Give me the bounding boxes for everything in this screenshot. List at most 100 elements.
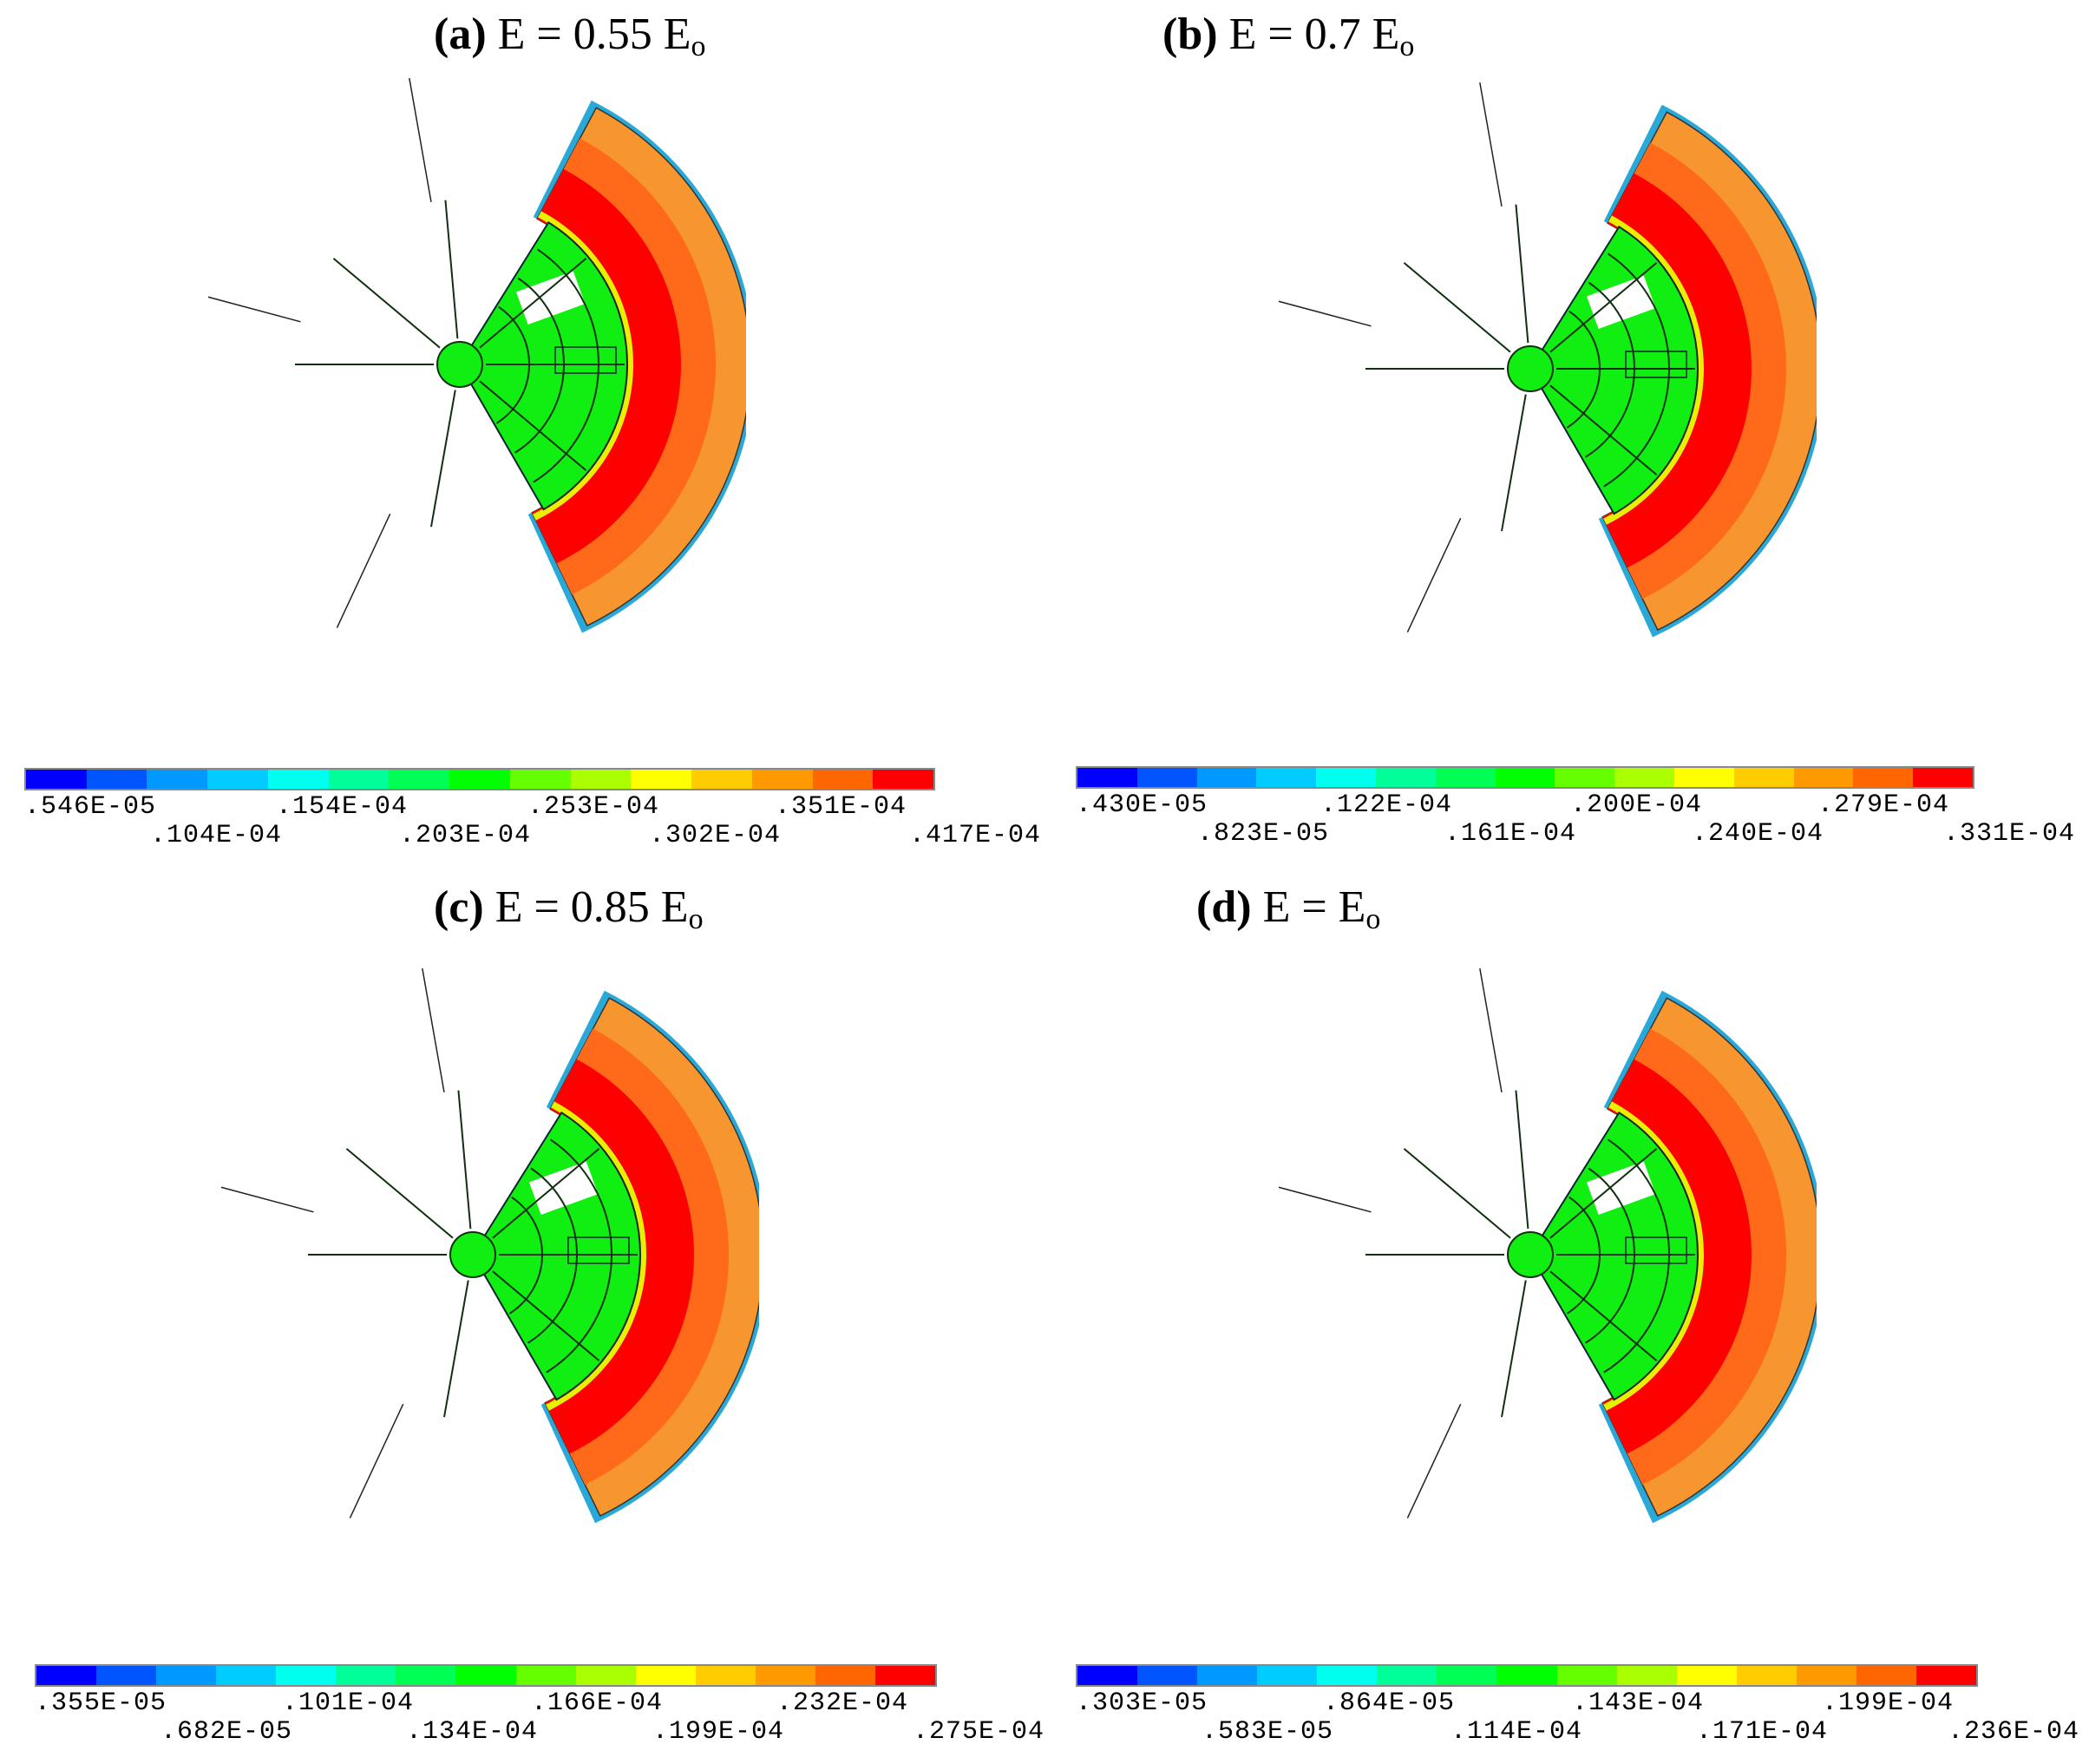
panel-d: (d) E = Eo .303E-05 .864E-05 .143E-04 .1… xyxy=(1044,882,2089,1763)
structure-spoke xyxy=(345,1148,454,1239)
colorbar-labels-c: .355E-05 .101E-04 .166E-04 .232E-04 .682… xyxy=(35,1689,1045,1749)
colorbar-segment xyxy=(147,770,208,789)
colorbar-segment xyxy=(515,1666,576,1685)
ring-divider xyxy=(349,1403,404,1518)
colorbar-segment xyxy=(1196,768,1257,787)
structure-spoke xyxy=(1549,262,1658,353)
colorbar-tick-label: .200E-04 xyxy=(1570,790,1703,820)
colorbar-segment xyxy=(207,770,268,789)
hub xyxy=(449,1231,496,1278)
flange-tab xyxy=(1625,351,1687,378)
colorbar-segment xyxy=(1556,1666,1617,1685)
ring-divider xyxy=(422,968,445,1093)
colorbar-segment xyxy=(336,1666,396,1685)
hub xyxy=(436,341,483,388)
colorbar-segment xyxy=(1555,768,1615,787)
colorbar-segment xyxy=(276,1666,337,1685)
ring-divider xyxy=(336,513,391,628)
colorbar-segment xyxy=(1257,1666,1318,1685)
colorbar-segment xyxy=(874,1666,935,1685)
panel-title-text: E = 0.55 E xyxy=(497,10,691,59)
colorbar-tick-label: .171E-04 xyxy=(1696,1717,1829,1747)
colorbar-tick-label: .199E-04 xyxy=(652,1717,785,1747)
core-region xyxy=(471,1111,641,1401)
colorbar-tick-label: .122E-04 xyxy=(1320,790,1453,820)
colorbar-segment xyxy=(328,770,390,789)
flange-tab xyxy=(554,346,617,374)
structure-spoke xyxy=(1549,1148,1658,1239)
colorbar-segment xyxy=(1856,1666,1916,1685)
inner-band xyxy=(545,1059,695,1454)
colorbar-tick-label: .682E-05 xyxy=(160,1717,293,1747)
structure-spoke xyxy=(443,1280,469,1418)
colorbar-segment xyxy=(873,770,934,789)
colorbar-tick-label: .823E-05 xyxy=(1197,819,1330,849)
colorbar-segment xyxy=(631,770,692,789)
colorbar-tick-label: .275E-04 xyxy=(913,1717,1045,1747)
colorbar-segment xyxy=(1377,1666,1437,1685)
structure-spoke xyxy=(492,1148,600,1239)
ring-divider xyxy=(1406,517,1462,633)
colorbar-segment xyxy=(812,770,874,789)
colorbar-tick-label: .203E-04 xyxy=(399,821,532,850)
hub xyxy=(1507,1231,1554,1278)
panel-b: (b) E = 0.7 Eo .430E-05 .122E-04 .200E-0… xyxy=(1044,0,2089,882)
colorbar-segment xyxy=(1437,1666,1497,1685)
colorbar-tick-label: .143E-04 xyxy=(1572,1689,1705,1718)
colorbar-tick-label: .161E-04 xyxy=(1444,819,1577,849)
notch-cutout xyxy=(515,271,586,325)
panel-label: (c) xyxy=(434,882,484,932)
colorbar-tick-label: .253E-04 xyxy=(527,792,660,822)
colorbar-segment xyxy=(86,770,147,789)
ring-divider xyxy=(1279,1186,1372,1213)
panel-label: (a) xyxy=(434,10,487,59)
colorbar-labels-b: .430E-05 .122E-04 .200E-04 .279E-04 .823… xyxy=(1076,790,2086,851)
colorbar-tick-label: .864E-05 xyxy=(1323,1689,1456,1718)
colorbar-tick-label: .199E-04 xyxy=(1822,1689,1955,1718)
colorbar-tick-label: .546E-05 xyxy=(24,792,157,822)
panel-title-subscript: o xyxy=(1399,30,1415,62)
panel-title-c: (c) E = 0.85 Eo xyxy=(434,882,704,936)
structure-spoke xyxy=(1403,262,1511,353)
panel-title-a: (a) E = 0.55 Eo xyxy=(434,9,706,63)
colorbar-segment xyxy=(1435,768,1496,787)
inner-band xyxy=(532,168,682,564)
ring-divider xyxy=(221,1186,314,1213)
panel-title-b: (b) E = 0.7 Eo xyxy=(1162,9,1414,63)
notch-cutout xyxy=(1586,275,1656,330)
ring-divider xyxy=(1479,82,1503,207)
ring-divider xyxy=(409,78,432,203)
panel-title-subscript: o xyxy=(1365,903,1381,935)
colorbar-segment xyxy=(570,770,632,789)
structure-spoke xyxy=(430,390,456,528)
colorbar-segment xyxy=(1317,1666,1378,1685)
panel-title-text: E = E xyxy=(1262,882,1366,932)
contour-plot-b xyxy=(1279,82,1817,638)
colorbar-tick-label: .101E-04 xyxy=(282,1689,415,1718)
colorbar-segment xyxy=(455,1666,516,1685)
colorbar-segment xyxy=(1197,1666,1258,1685)
colorbar-segment xyxy=(1913,768,1973,787)
inner-band xyxy=(1602,173,1752,568)
panel-a: (a) E = 0.55 Eo .546E-05 .154E-04 .253E-… xyxy=(0,0,1044,882)
ring-divider xyxy=(1279,300,1372,327)
colorbar-segment xyxy=(156,1666,217,1685)
colorbar-segment xyxy=(1077,768,1137,787)
colorbar-segment xyxy=(1137,1666,1198,1685)
panel-title-d: (d) E = Eo xyxy=(1196,882,1380,936)
colorbar-segment xyxy=(1616,1666,1677,1685)
structure-spoke xyxy=(479,380,587,471)
colorbar-segment xyxy=(1736,1666,1797,1685)
colorbar-segment xyxy=(267,770,329,789)
colorbar-tick-label: .240E-04 xyxy=(1692,819,1824,849)
colorbar-segment xyxy=(1673,768,1734,787)
contour-plot-d xyxy=(1279,968,1817,1524)
ring-divider xyxy=(1479,968,1503,1093)
contour-plot-c xyxy=(221,968,759,1524)
colorbar-tick-label: .331E-04 xyxy=(1943,819,2076,849)
colorbar-segment xyxy=(1136,768,1197,787)
structure-spoke xyxy=(1403,1148,1511,1239)
colorbar-segment xyxy=(1796,1666,1857,1685)
structure-spoke xyxy=(1515,1090,1529,1230)
colorbar-tick-label: .351E-04 xyxy=(775,792,907,822)
